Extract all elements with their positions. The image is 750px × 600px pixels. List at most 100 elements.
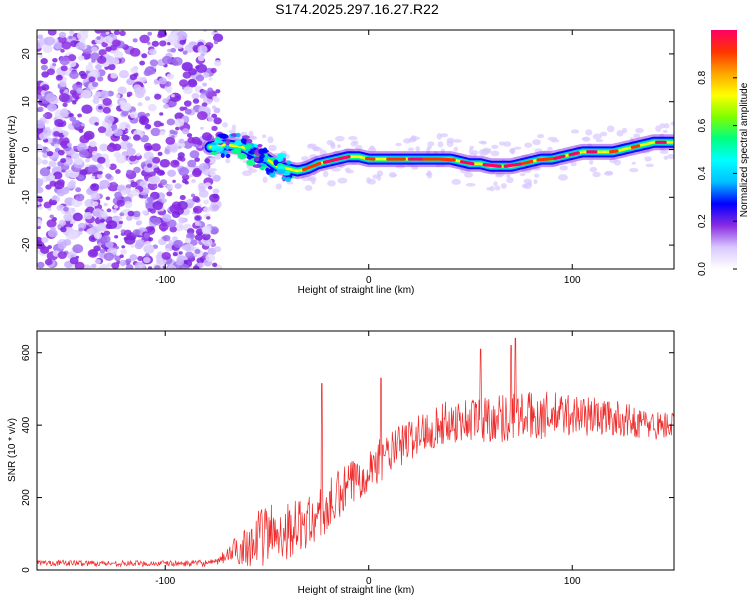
noise-speckle <box>210 67 217 74</box>
noise-speckle <box>77 55 85 61</box>
noise-speckle <box>90 183 100 191</box>
noise-speckle <box>47 130 52 134</box>
noise-speckle <box>38 206 43 210</box>
noise-speckle <box>152 201 164 210</box>
track-speckle <box>301 156 309 161</box>
noise-speckle <box>105 46 112 52</box>
noise-speckle <box>113 128 123 137</box>
noise-speckle <box>133 166 141 174</box>
noise-speckle <box>194 233 204 241</box>
noise-speckle <box>78 227 84 232</box>
noise-speckle <box>78 128 84 133</box>
noise-speckle <box>58 31 67 38</box>
snr-y-tick-label: 200 <box>21 489 32 506</box>
noise-speckle <box>139 60 146 66</box>
noise-speckle <box>126 142 133 149</box>
noise-speckle <box>169 145 178 153</box>
noise-speckle <box>96 36 101 40</box>
track-speckle <box>659 150 669 155</box>
noise-speckle <box>158 222 169 232</box>
track-speckle <box>415 146 421 152</box>
noise-speckle <box>180 118 185 122</box>
noise-speckle <box>172 179 176 183</box>
track-blob <box>285 176 292 182</box>
snr-x-label: Height of straight line (km) <box>298 585 415 596</box>
track-speckle <box>331 167 341 172</box>
noise-speckle <box>129 47 141 57</box>
track-speckle <box>663 155 669 161</box>
noise-speckle <box>57 241 67 250</box>
noise-speckle <box>125 258 132 264</box>
track-speckle <box>524 142 533 148</box>
noise-speckle <box>99 248 106 254</box>
noise-speckle <box>60 48 65 53</box>
noise-speckle <box>75 42 85 50</box>
noise-speckle <box>171 135 175 139</box>
noise-speckle <box>113 30 120 36</box>
noise-speckle <box>123 229 132 237</box>
colorbar: 0.0 0.2 0.4 0.6 0.8 Normalized spectral ampl… <box>697 30 750 276</box>
spectrogram-x-tick-label: -100 <box>155 275 175 286</box>
noise-speckle <box>114 235 119 239</box>
track-blob <box>236 132 241 138</box>
noise-speckle <box>150 127 161 137</box>
spectrogram-y-tick-label: 0 <box>21 146 32 152</box>
noise-speckle <box>129 254 138 261</box>
noise-speckle <box>184 237 192 244</box>
track-speckle <box>533 179 538 185</box>
noise-speckle <box>126 169 133 175</box>
noise-speckle <box>80 123 86 127</box>
noise-speckle <box>118 70 129 79</box>
colorbar-tick-label: 0.8 <box>697 70 708 84</box>
noise-speckle <box>184 243 195 253</box>
noise-speckle <box>93 245 101 252</box>
noise-speckle <box>114 255 121 262</box>
noise-speckle <box>50 199 57 206</box>
noise-speckle <box>175 258 185 266</box>
noise-speckle <box>111 262 120 269</box>
track-speckle <box>582 136 591 142</box>
noise-speckle <box>149 59 159 67</box>
noise-speckle <box>208 77 213 81</box>
track-speckle <box>534 173 540 178</box>
noise-speckle <box>202 72 210 78</box>
noise-speckle <box>146 145 153 151</box>
noise-speckle <box>157 30 166 37</box>
noise-speckle <box>190 193 196 198</box>
noise-speckle <box>88 76 96 83</box>
noise-speckle <box>196 111 208 120</box>
track-speckle <box>493 181 498 187</box>
noise-speckle <box>83 133 93 141</box>
noise-speckle <box>162 234 171 242</box>
noise-speckle <box>212 96 218 101</box>
noise-speckle <box>196 257 205 264</box>
signal-peak-mark <box>503 162 523 168</box>
noise-speckle <box>37 186 44 194</box>
noise-speckle <box>170 47 177 53</box>
colorbar-ticks: 0.0 0.2 0.4 0.6 0.8 <box>697 70 737 276</box>
noise-speckle <box>96 163 103 169</box>
track-speckle <box>327 180 336 187</box>
snr-frame <box>36 330 675 571</box>
signal-peak-mark <box>322 156 343 164</box>
noise-speckle <box>187 79 198 88</box>
noise-speckle <box>38 54 43 59</box>
track-blob <box>241 135 250 139</box>
noise-speckle <box>116 199 125 207</box>
noise-speckle <box>42 44 53 54</box>
noise-speckle <box>201 225 213 235</box>
noise-speckle <box>144 96 151 101</box>
spectrogram-image <box>37 30 674 269</box>
track-speckle <box>427 141 435 147</box>
noise-speckle <box>151 40 159 47</box>
track-speckle <box>225 157 231 164</box>
track-speckle <box>228 129 237 134</box>
noise-speckle <box>211 113 218 119</box>
noise-speckle <box>42 113 47 118</box>
noise-speckle <box>186 133 193 138</box>
track-blob <box>244 144 253 150</box>
noise-speckle <box>132 229 141 236</box>
noise-speckle <box>54 118 64 127</box>
noise-speckle <box>127 210 135 217</box>
